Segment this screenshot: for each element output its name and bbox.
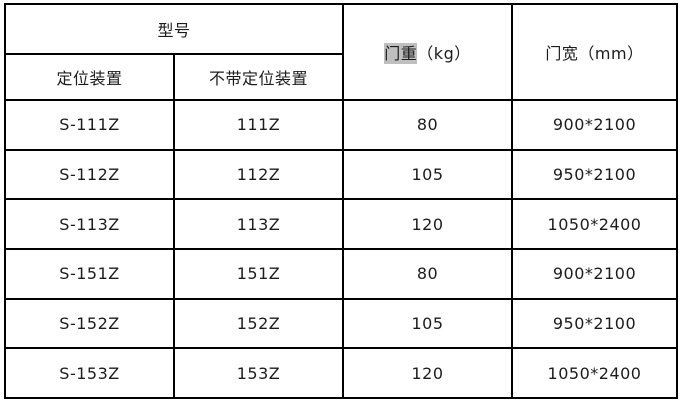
table-row: S-152Z 152Z 105 950*2100 xyxy=(4,297,679,350)
cell-model-without: 152Z xyxy=(172,297,345,350)
cell-door-width: 900*2100 xyxy=(511,247,679,300)
cell-door-weight: 105 xyxy=(342,148,514,201)
cell-model-without: 151Z xyxy=(172,247,345,300)
header-row-positioning: 定位装置 不带定位装置 xyxy=(4,53,677,101)
cell-model-with: S-113Z xyxy=(4,198,175,250)
table-row: S-113Z 113Z 120 1050*2400 xyxy=(4,198,679,250)
cell-door-width: 1050*2400 xyxy=(511,347,679,399)
cell-door-weight: 80 xyxy=(342,99,514,151)
cell-door-width: 950*2100 xyxy=(511,148,679,201)
header-model-group-label: 型号 xyxy=(157,21,191,40)
cell-model-with: S-111Z xyxy=(4,99,175,151)
cell-model-without: 111Z xyxy=(172,99,345,151)
table-row: S-153Z 153Z 120 1050*2400 xyxy=(4,347,679,399)
header-model-group: 型号 xyxy=(3,3,345,55)
header-without-positioning-label: 不带定位装置 xyxy=(209,69,309,88)
header-without-positioning: 不带定位装置 xyxy=(172,53,345,101)
header-door-weight-unit: （kg） xyxy=(417,44,471,63)
cell-model-with: S-151Z xyxy=(4,247,175,300)
door-spec-table: 型号 门重（kg） 门宽（mm） 定位装置 不带定位装置 S-111Z 111Z… xyxy=(3,3,679,399)
cell-door-width: 1050*2400 xyxy=(511,198,679,250)
header-door-width-label: 门宽（mm） xyxy=(545,44,644,63)
cell-door-weight: 120 xyxy=(342,347,514,399)
header-door-width: 门宽（mm） xyxy=(511,3,679,101)
header-door-weight-highlight: 门重 xyxy=(384,43,418,64)
table-row: S-111Z 111Z 80 900*2100 xyxy=(4,99,679,151)
cell-door-width: 900*2100 xyxy=(511,99,679,151)
cell-model-without: 113Z xyxy=(172,198,345,250)
cell-door-weight: 105 xyxy=(342,297,514,350)
cell-door-width: 950*2100 xyxy=(511,297,679,350)
header-with-positioning: 定位装置 xyxy=(4,53,175,101)
cell-model-with: S-153Z xyxy=(4,347,175,399)
table-row: S-112Z 112Z 105 950*2100 xyxy=(4,148,679,201)
cell-model-without: 153Z xyxy=(172,347,345,399)
table-row: S-151Z 151Z 80 900*2100 xyxy=(4,247,679,300)
cell-model-with: S-152Z xyxy=(4,297,175,350)
cell-model-with: S-112Z xyxy=(4,148,175,201)
cell-door-weight: 80 xyxy=(342,247,514,300)
cell-door-weight: 120 xyxy=(342,198,514,250)
header-with-positioning-label: 定位装置 xyxy=(56,69,123,88)
header-door-weight: 门重（kg） xyxy=(342,3,514,101)
header-row-model: 型号 门重（kg） 门宽（mm） xyxy=(3,3,679,101)
cell-model-without: 112Z xyxy=(172,148,345,201)
